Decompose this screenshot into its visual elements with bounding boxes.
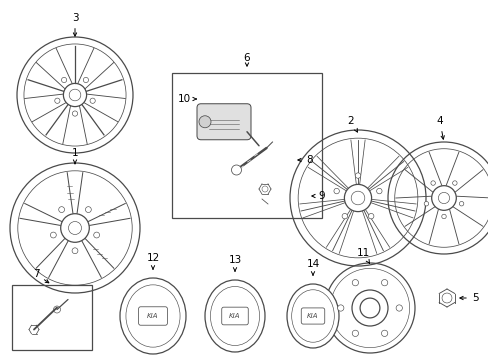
Circle shape [441,214,446,219]
Circle shape [72,111,78,116]
Circle shape [231,165,241,175]
Circle shape [452,181,456,185]
Circle shape [55,98,60,103]
Text: 14: 14 [306,259,319,275]
Circle shape [83,77,88,82]
Circle shape [351,279,358,286]
Ellipse shape [204,280,264,352]
Circle shape [85,207,91,212]
Circle shape [61,77,66,82]
Text: 13: 13 [228,255,241,271]
Text: 12: 12 [146,253,159,269]
Text: 8: 8 [297,155,313,165]
Circle shape [50,232,56,238]
Text: 7: 7 [33,269,49,283]
Text: 6: 6 [243,53,250,63]
FancyBboxPatch shape [197,104,250,140]
Circle shape [337,305,343,311]
Circle shape [94,232,100,238]
Circle shape [458,202,463,206]
Circle shape [342,213,347,219]
Circle shape [381,330,387,337]
Circle shape [395,305,402,311]
Text: 5: 5 [471,293,478,303]
Circle shape [333,188,339,194]
Text: 9: 9 [311,191,325,201]
Bar [12,285,92,350]
Text: KIA: KIA [147,313,159,319]
Text: 2: 2 [347,116,357,132]
Circle shape [59,207,64,212]
Circle shape [72,248,78,254]
Circle shape [368,213,373,219]
Text: KIA: KIA [306,313,318,319]
Text: KIA: KIA [229,313,240,319]
Circle shape [351,330,358,337]
Ellipse shape [286,284,338,348]
Text: 11: 11 [356,248,369,263]
Text: 3: 3 [72,13,78,36]
Circle shape [355,173,360,178]
Ellipse shape [120,278,185,354]
Text: 10: 10 [177,94,196,104]
Text: 1: 1 [72,148,78,164]
Circle shape [199,116,210,128]
Circle shape [430,181,434,185]
Circle shape [381,279,387,286]
Text: 4: 4 [436,116,444,139]
Circle shape [90,98,95,103]
Bar [172,73,321,218]
Circle shape [376,188,381,194]
Circle shape [423,202,428,206]
